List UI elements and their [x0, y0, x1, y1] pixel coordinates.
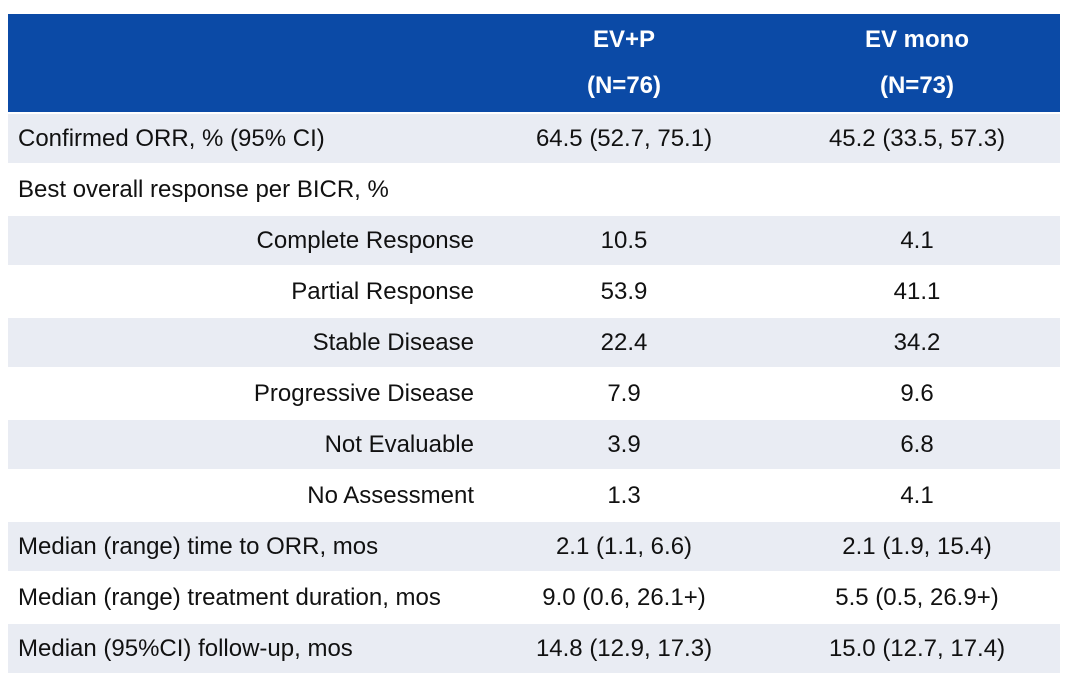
header-cell-ev-p: EV+P (N=76)	[474, 14, 774, 113]
results-table: EV+P (N=76) EV mono (N=73) Confirmed ORR…	[8, 14, 1060, 673]
table-row: Median (range) time to ORR, mos 2.1 (1.1,…	[8, 520, 1060, 572]
cell-ev-mono: 2.1 (1.9, 15.4)	[774, 520, 1060, 572]
cell-ev-p: 2.1 (1.1, 6.6)	[474, 520, 774, 572]
cell-ev-mono: 4.1	[774, 469, 1060, 521]
table-body: Confirmed ORR, % (95% CI) 64.5 (52.7, 75.…	[8, 112, 1060, 673]
row-label: Best overall response per BICR, %	[8, 163, 474, 215]
row-label: Not Evaluable	[8, 418, 474, 470]
cell-ev-mono: 15.0 (12.7, 17.4)	[774, 622, 1060, 673]
row-label: Median (95%CI) follow-up, mos	[8, 622, 474, 673]
cell-ev-p: 9.0 (0.6, 26.1+)	[474, 571, 774, 623]
cell-ev-p: 64.5 (52.7, 75.1)	[474, 112, 774, 164]
cell-ev-p: 3.9	[474, 418, 774, 470]
cell-ev-p: 22.4	[474, 316, 774, 368]
row-label: Median (range) time to ORR, mos	[8, 520, 474, 572]
header-ev-mono-n: (N=73)	[879, 72, 955, 99]
header-ev-p-n: (N=76)	[586, 72, 662, 99]
table-row: Progressive Disease 7.9 9.6	[8, 367, 1060, 419]
cell-ev-p: 53.9	[474, 265, 774, 317]
cell-ev-p: 14.8 (12.9, 17.3)	[474, 622, 774, 673]
table-row: Stable Disease 22.4 34.2	[8, 316, 1060, 368]
table-header-row: EV+P (N=76) EV mono (N=73)	[8, 14, 1060, 113]
table-row: Median (range) treatment duration, mos 9.…	[8, 571, 1060, 623]
table-row: Best overall response per BICR, %	[8, 163, 1060, 215]
row-label: Partial Response	[8, 265, 474, 317]
header-ev-mono-name: EV mono	[864, 26, 969, 53]
table-row: Complete Response 10.5 4.1	[8, 214, 1060, 266]
cell-ev-mono: 6.8	[774, 418, 1060, 470]
table-row: Confirmed ORR, % (95% CI) 64.5 (52.7, 75.…	[8, 112, 1060, 164]
cell-ev-mono: 4.1	[774, 214, 1060, 266]
header-cell-label	[8, 14, 474, 113]
table-row: Partial Response 53.9 41.1	[8, 265, 1060, 317]
row-label: Median (range) treatment duration, mos	[8, 571, 474, 623]
row-label: Stable Disease	[8, 316, 474, 368]
cell-ev-p: 7.9	[474, 367, 774, 419]
cell-ev-mono: 34.2	[774, 316, 1060, 368]
cell-ev-mono: 45.2 (33.5, 57.3)	[774, 112, 1060, 164]
table-row: Not Evaluable 3.9 6.8	[8, 418, 1060, 470]
row-label: No Assessment	[8, 469, 474, 521]
cell-ev-mono: 41.1	[774, 265, 1060, 317]
table-row: No Assessment 1.3 4.1	[8, 469, 1060, 521]
cell-ev-mono: 9.6	[774, 367, 1060, 419]
row-label: Confirmed ORR, % (95% CI)	[8, 112, 474, 164]
cell-ev-mono	[774, 163, 1060, 215]
cell-ev-p: 10.5	[474, 214, 774, 266]
cell-ev-p	[474, 163, 774, 215]
cell-ev-mono: 5.5 (0.5, 26.9+)	[774, 571, 1060, 623]
row-label: Progressive Disease	[8, 367, 474, 419]
row-label: Complete Response	[8, 214, 474, 266]
results-table-container: EV+P (N=76) EV mono (N=73) Confirmed ORR…	[8, 14, 1060, 673]
header-cell-ev-mono: EV mono (N=73)	[774, 14, 1060, 113]
header-ev-p-name: EV+P	[592, 26, 656, 53]
cell-ev-p: 1.3	[474, 469, 774, 521]
table-row: Median (95%CI) follow-up, mos 14.8 (12.9,…	[8, 622, 1060, 673]
